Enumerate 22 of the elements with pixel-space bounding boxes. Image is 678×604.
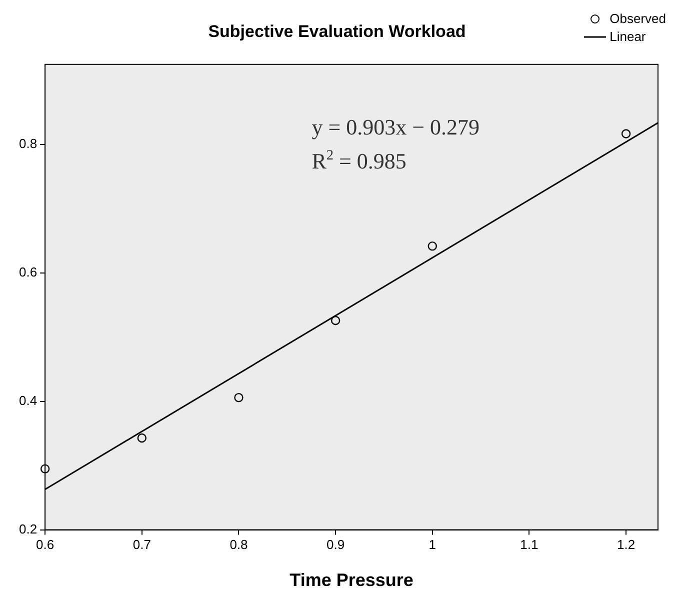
- x-axis-title: Time Pressure: [290, 570, 414, 590]
- y-tick-label: 0.6: [18, 264, 38, 280]
- x-tick-label: 0.8: [230, 537, 248, 552]
- y-tick-label: 0.8: [18, 136, 38, 152]
- point: [330, 316, 340, 326]
- point: [137, 433, 146, 443]
- x-tick-label: 1.2: [617, 537, 636, 552]
- point: [234, 392, 244, 402]
- legend-label: Linear: [610, 28, 646, 46]
- y-tick-label: 0.2: [18, 521, 38, 536]
- x-tick-label: 0.7: [132, 537, 151, 552]
- legend-label: Observed: [610, 10, 666, 28]
- x-tick-label: 0.6: [36, 537, 54, 552]
- x-tick-label: 1: [428, 537, 436, 552]
- x-tick-label: 0.9: [326, 537, 345, 552]
- y-tick-label: 0.4: [18, 392, 38, 408]
- chart-title: Subjective Evaluation Workload: [208, 22, 466, 41]
- point: [40, 464, 50, 474]
- annotation: y = 0.903x − 0.279: [312, 114, 480, 140]
- point: [428, 241, 437, 251]
- point: [621, 129, 631, 138]
- x-tick-label: 1.1: [520, 537, 538, 552]
